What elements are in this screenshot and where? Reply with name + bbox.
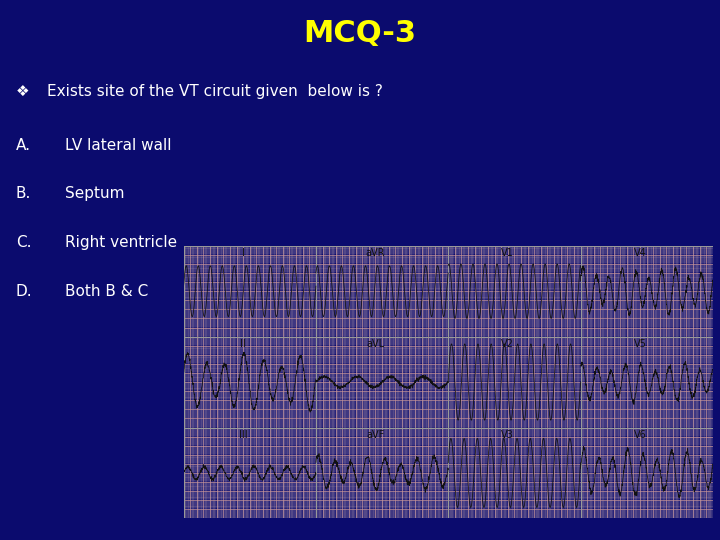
Text: V2: V2	[501, 339, 514, 349]
Text: II: II	[240, 339, 246, 349]
Text: aVF: aVF	[366, 430, 384, 440]
Text: Exists site of the VT circuit given  below is ?: Exists site of the VT circuit given belo…	[47, 84, 382, 99]
Text: C.: C.	[16, 235, 32, 250]
Text: III: III	[239, 430, 248, 440]
Text: Right ventricle: Right ventricle	[65, 235, 177, 250]
Text: V1: V1	[501, 248, 514, 259]
Text: V3: V3	[501, 430, 514, 440]
Text: V5: V5	[634, 339, 647, 349]
Text: Both B & C: Both B & C	[65, 284, 148, 299]
Text: B.: B.	[16, 186, 31, 201]
Text: V6: V6	[634, 430, 647, 440]
Text: MCQ-3: MCQ-3	[304, 19, 416, 48]
Text: A.: A.	[16, 138, 31, 153]
Text: aVR: aVR	[366, 248, 385, 259]
Text: Septum: Septum	[65, 186, 125, 201]
Text: I: I	[242, 248, 245, 259]
Text: V4: V4	[634, 248, 647, 259]
Text: D.: D.	[16, 284, 32, 299]
Text: aVL: aVL	[366, 339, 384, 349]
Text: LV lateral wall: LV lateral wall	[65, 138, 171, 153]
Text: ❖: ❖	[16, 84, 30, 99]
